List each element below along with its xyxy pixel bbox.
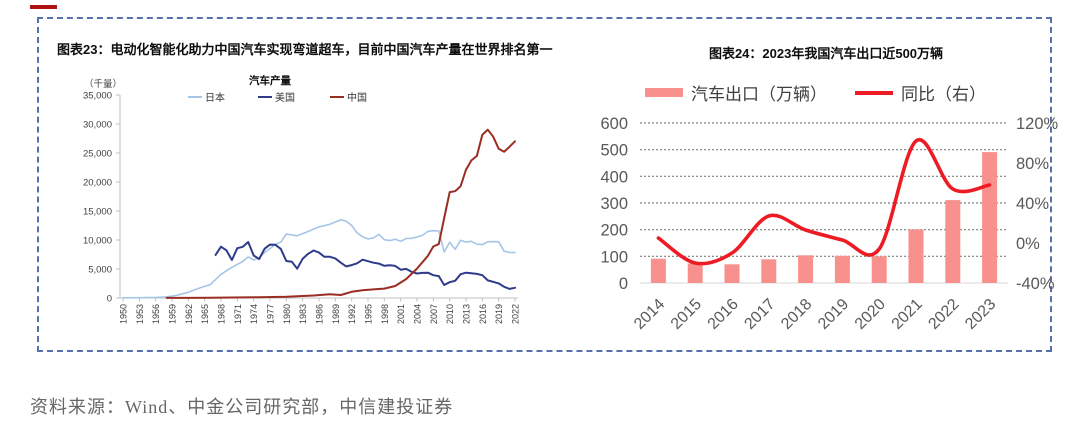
svg-text:2019: 2019: [815, 296, 852, 333]
svg-text:2015: 2015: [668, 296, 705, 333]
export-bar-2021: [908, 229, 924, 283]
svg-text:1953: 1953: [135, 304, 145, 324]
svg-text:0%: 0%: [1016, 235, 1040, 253]
us-legend-swatch: [258, 95, 272, 98]
top-left-red-mark: [30, 5, 57, 9]
svg-text:120%: 120%: [1016, 115, 1059, 133]
figure24-title: 图表24：2023年我国汽车出口近500万辆: [708, 46, 944, 61]
chart-panel-border: [37, 17, 1052, 352]
svg-text:1995: 1995: [364, 304, 374, 324]
svg-text:2023: 2023: [962, 296, 999, 333]
svg-text:2001: 2001: [396, 304, 406, 324]
legend-entry-japan: 日本: [188, 89, 225, 104]
yoy-line: [656, 137, 992, 266]
svg-text:2016: 2016: [705, 296, 742, 333]
svg-text:0: 0: [107, 294, 112, 305]
svg-text:2007: 2007: [429, 304, 439, 324]
production-legend-title: 汽车产量: [249, 75, 291, 87]
svg-text:500: 500: [600, 142, 628, 160]
japan-legend-swatch: [188, 95, 202, 98]
svg-text:600: 600: [600, 115, 628, 133]
svg-text:1950: 1950: [119, 304, 129, 324]
china-legend-label: 中国: [347, 93, 367, 104]
export-bar-2023: [982, 152, 998, 283]
legend-entry-china: 中国: [330, 89, 367, 104]
svg-text:2017: 2017: [741, 296, 778, 333]
svg-text:1983: 1983: [298, 304, 308, 324]
export-chart-legend: 汽车出口（万辆） 同比（右）: [645, 80, 986, 105]
svg-text:1998: 1998: [380, 304, 390, 324]
svg-text:1992: 1992: [347, 304, 357, 324]
legend-entry-us: 美国: [258, 89, 295, 104]
svg-text:2016: 2016: [478, 304, 488, 324]
svg-text:2022: 2022: [511, 304, 521, 324]
svg-text:1962: 1962: [184, 304, 194, 324]
svg-text:1968: 1968: [217, 304, 227, 324]
svg-text:1965: 1965: [200, 304, 210, 324]
export-bar-2022: [945, 200, 961, 283]
yoy-line-swatch: [855, 90, 893, 95]
svg-text:2010: 2010: [445, 304, 455, 324]
export-bar-2018: [798, 255, 814, 283]
svg-text:1959: 1959: [168, 304, 178, 324]
export-bar-2014: [650, 258, 666, 283]
yoy-legend-label: 同比（右）: [901, 85, 986, 104]
svg-text:1974: 1974: [249, 304, 259, 324]
japan-legend-label: 日本: [205, 93, 225, 104]
svg-text:1977: 1977: [266, 304, 276, 324]
export-bar-2016: [724, 264, 740, 283]
left-axis-unit-label: （千量）: [84, 79, 123, 90]
svg-text:20,000: 20,000: [83, 178, 112, 189]
svg-text:35,000: 35,000: [83, 91, 112, 102]
svg-text:5,000: 5,000: [88, 265, 112, 276]
svg-text:2020: 2020: [852, 296, 889, 333]
source-note: 资料来源：Wind、中金公司研究部，中信建投证券: [30, 397, 454, 417]
svg-text:2019: 2019: [494, 304, 504, 324]
svg-text:10,000: 10,000: [83, 236, 112, 247]
svg-text:0: 0: [619, 275, 628, 293]
svg-text:1956: 1956: [151, 304, 161, 324]
export-bar-swatch: [645, 88, 683, 97]
svg-text:300: 300: [600, 195, 628, 213]
export-bar-2017: [761, 259, 777, 283]
export-legend-label: 汽车出口（万辆）: [691, 85, 827, 104]
svg-text:2013: 2013: [462, 304, 472, 324]
svg-text:2018: 2018: [778, 296, 815, 333]
export-bar-2019: [834, 255, 850, 283]
svg-text:-40%: -40%: [1016, 275, 1055, 293]
svg-text:2022: 2022: [925, 296, 962, 333]
export-bar-2015: [687, 263, 703, 283]
figure23-title: 图表23：电动化智能化助力中国汽车实现弯道超车，目前中国汽车产量在世界排名第一: [57, 42, 553, 57]
svg-text:2014: 2014: [631, 296, 668, 333]
svg-text:30,000: 30,000: [83, 120, 112, 131]
export-bars: [650, 152, 998, 283]
svg-text:2021: 2021: [889, 296, 926, 333]
export-bar-2020: [871, 256, 887, 283]
svg-text:40%: 40%: [1016, 195, 1049, 213]
china-legend-swatch: [330, 95, 344, 98]
svg-text:1989: 1989: [331, 304, 341, 324]
svg-text:1971: 1971: [233, 304, 243, 324]
svg-text:1980: 1980: [282, 304, 292, 324]
series-line-0: [122, 219, 516, 299]
svg-text:15,000: 15,000: [83, 207, 112, 218]
svg-text:100: 100: [600, 248, 628, 266]
svg-text:80%: 80%: [1016, 155, 1049, 173]
production-chart-axes: 0 5,000 10,000 15,000 20,000 25,000 30,000 35,0…: [83, 91, 521, 325]
svg-text:200: 200: [600, 222, 628, 240]
svg-text:25,000: 25,000: [83, 149, 112, 160]
svg-text:2004: 2004: [413, 304, 423, 324]
svg-text:400: 400: [600, 168, 628, 186]
series-line-2: [165, 128, 516, 299]
us-legend-label: 美国: [275, 93, 295, 104]
svg-text:1986: 1986: [315, 304, 325, 324]
series-line-1: [214, 241, 516, 290]
